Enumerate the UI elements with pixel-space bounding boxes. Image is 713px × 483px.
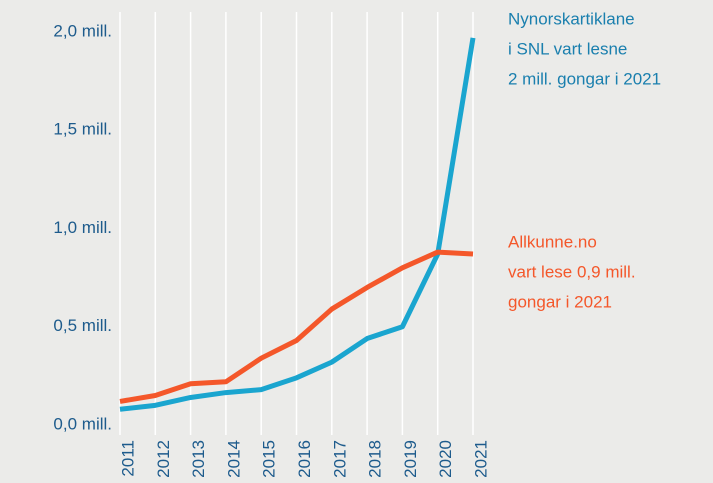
y-tick-label: 0,0 mill. [53,414,112,433]
x-tick-label: 2014 [224,440,243,478]
x-tick-label: 2021 [471,440,490,478]
series-line [119,37,476,412]
x-tick-label: 2015 [260,440,279,478]
annotation: i SNL vart lesne [508,39,627,58]
annotation: gongar i 2021 [508,292,612,311]
annotation: Nynorskartiklane [508,9,635,28]
x-tick-label: 2011 [118,440,137,477]
annotation: vart lese 0,9 mill. [508,262,636,281]
x-tick-label: 2016 [295,440,314,478]
x-tick-label: 2013 [189,440,208,478]
series-line [119,249,474,404]
annotation: 2 mill. gongar i 2021 [508,69,661,88]
x-tick-label: 2018 [366,440,385,478]
y-tick-label: 1,5 mill. [53,120,112,139]
x-tick-label: 2020 [436,440,455,478]
x-tick-label: 2019 [401,440,420,478]
x-tick-label: 2017 [330,440,349,478]
y-tick-label: 2,0 mill. [53,21,112,40]
x-tick-label: 2012 [154,440,173,478]
annotation: Allkunne.no [508,232,597,251]
y-tick-label: 0,5 mill. [53,316,112,335]
y-tick-label: 1,0 mill. [53,218,112,237]
